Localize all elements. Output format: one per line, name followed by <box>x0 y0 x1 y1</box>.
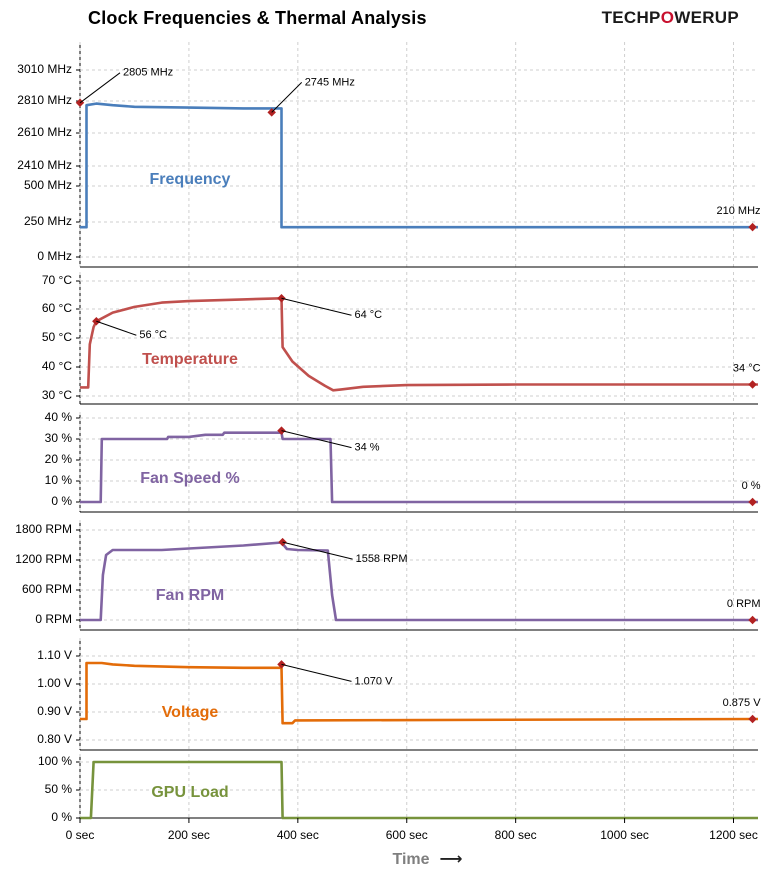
fan-speed-tick-label: 10 % <box>45 473 73 487</box>
temperature-series-line <box>80 297 758 392</box>
fan-rpm-tick-label: 1800 RPM <box>15 522 72 536</box>
voltage-tick-label: 1.10 V <box>37 648 72 662</box>
frequency-tick-label: 500 MHz <box>24 178 72 192</box>
fan-rpm-annotation-label: 1558 RPM <box>356 553 408 565</box>
x-tick-label: 1200 sec <box>709 828 758 842</box>
frequency-tick-label: 2410 MHz <box>17 158 72 172</box>
fan-rpm-tick-label: 0 RPM <box>35 612 72 626</box>
x-tick-label: 600 sec <box>386 828 428 842</box>
gpu-load-tick-label: 100 % <box>38 754 72 768</box>
x-tick-label: 800 sec <box>495 828 537 842</box>
frequency-tick-label: 0 MHz <box>37 249 72 263</box>
fan-speed-tick-label: 20 % <box>45 452 73 466</box>
frequency-panel-label: Frequency <box>150 171 231 188</box>
voltage-annotation-marker <box>748 714 757 724</box>
x-tick-label: 400 sec <box>277 828 319 842</box>
frequency-annotation-label: 2805 MHz <box>123 67 173 79</box>
gpu-load-tick-label: 0 % <box>51 810 72 824</box>
fan-speed-annotation-leader <box>281 430 352 449</box>
fan-rpm-annotation-marker <box>748 615 757 625</box>
fan-speed-series-line <box>80 431 758 504</box>
temperature-annotation-label: 64 °C <box>354 309 382 321</box>
fan-rpm-tick-label: 600 RPM <box>22 582 72 596</box>
gpu-load-tick-label: 50 % <box>45 782 73 796</box>
voltage-panel-label: Voltage <box>162 704 219 721</box>
logo-text-right: WERUP <box>674 8 739 27</box>
x-tick-label: 200 sec <box>168 828 210 842</box>
voltage-annotation-label: 1.070 V <box>354 675 393 687</box>
frequency-series-line <box>80 102 758 229</box>
x-tick-label: 1000 sec <box>600 828 649 842</box>
gpu-load-panel-label: GPU Load <box>151 784 228 801</box>
frequency-annotation-marker <box>748 222 757 232</box>
frequency-tick-label: 2610 MHz <box>17 125 72 139</box>
temperature-annotation-label: 34 °C <box>733 362 761 374</box>
voltage-tick-label: 0.90 V <box>37 704 72 718</box>
frequency-tick-label: 250 MHz <box>24 214 72 228</box>
fan-rpm-series-line <box>80 541 758 622</box>
chart-title: Clock Frequencies & Thermal Analysis <box>88 8 427 28</box>
gpu-load-series-line <box>80 760 758 820</box>
temperature-tick-label: 60 °C <box>42 301 72 315</box>
x-tick-label: 0 sec <box>66 828 95 842</box>
fan-rpm-annotation-leader <box>282 541 353 560</box>
temperature-annotation-marker <box>748 380 757 389</box>
temperature-tick-label: 70 °C <box>42 273 72 287</box>
x-axis-arrow-icon: ⟶ <box>440 851 463 868</box>
fan-speed-annotation-marker <box>748 497 757 507</box>
temperature-tick-label: 30 °C <box>42 388 72 402</box>
frequency-tick-label: 3010 MHz <box>17 62 72 76</box>
voltage-tick-label: 1.00 V <box>37 676 72 690</box>
frequency-tick-label: 2810 MHz <box>17 93 72 107</box>
temperature-tick-label: 50 °C <box>42 330 72 344</box>
temperature-annotation-leader <box>96 320 137 336</box>
frequency-annotation-leader <box>79 72 121 104</box>
fan-rpm-panel-label: Fan RPM <box>156 587 224 604</box>
fan-rpm-annotation-label: 0 RPM <box>727 598 761 610</box>
techpowerup-logo: TECHPOWERUP <box>602 8 739 28</box>
fan-speed-annotation-label: 34 % <box>354 442 379 454</box>
x-axis-title: Time <box>392 851 429 868</box>
logo-power-icon: O <box>660 8 675 27</box>
fan-speed-tick-label: 40 % <box>45 410 73 424</box>
temperature-panel-label: Temperature <box>142 351 238 368</box>
frequency-annotation-leader <box>271 82 303 113</box>
temperature-annotation-label: 56 °C <box>139 329 167 341</box>
fan-rpm-tick-label: 1200 RPM <box>15 552 72 566</box>
temperature-annotation-leader <box>281 297 352 316</box>
voltage-series-line <box>80 661 759 725</box>
logo-text-left: TECHP <box>601 8 661 27</box>
temperature-tick-label: 40 °C <box>42 359 72 373</box>
voltage-annotation-label: 0.875 V <box>723 697 762 709</box>
voltage-tick-label: 0.80 V <box>37 732 72 746</box>
voltage-annotation-leader <box>281 663 352 682</box>
frequency-annotation-label: 2745 MHz <box>305 76 355 88</box>
fan-speed-annotation-label: 0 % <box>742 480 761 492</box>
fan-speed-tick-label: 0 % <box>51 494 72 508</box>
fan-speed-panel-label: Fan Speed % <box>140 470 240 487</box>
fan-speed-tick-label: 30 % <box>45 431 73 445</box>
frequency-annotation-label: 210 MHz <box>717 205 761 217</box>
